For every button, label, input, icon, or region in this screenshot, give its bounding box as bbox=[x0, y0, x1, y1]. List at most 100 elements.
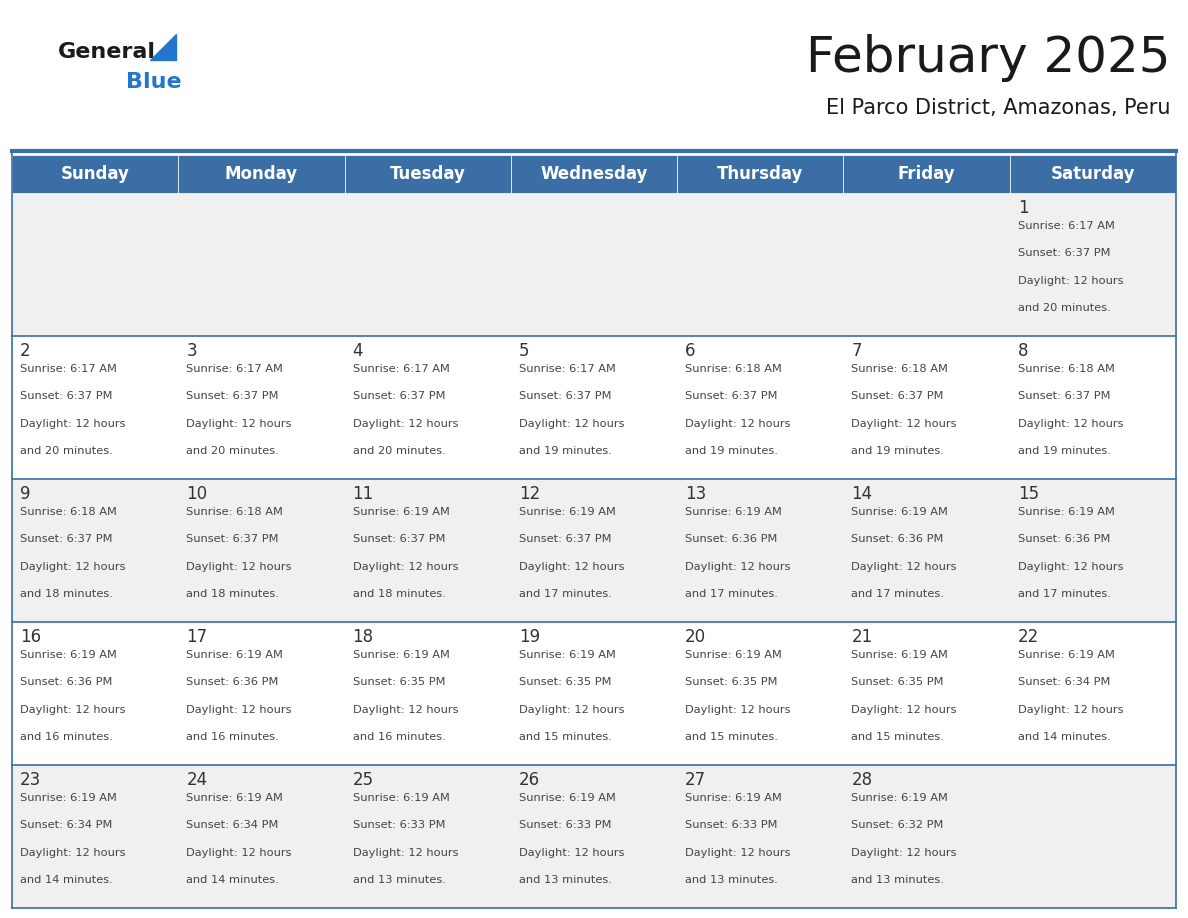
Text: and 16 minutes.: and 16 minutes. bbox=[353, 733, 446, 742]
Text: 12: 12 bbox=[519, 485, 541, 503]
Text: Blue: Blue bbox=[126, 72, 182, 92]
Bar bbox=[12, 479, 178, 622]
Bar bbox=[677, 765, 843, 908]
Text: Sunday: Sunday bbox=[61, 165, 129, 183]
Text: Daylight: 12 hours: Daylight: 12 hours bbox=[1018, 419, 1123, 429]
Text: Daylight: 12 hours: Daylight: 12 hours bbox=[519, 847, 625, 857]
Text: Sunrise: 6:18 AM: Sunrise: 6:18 AM bbox=[852, 364, 948, 374]
Text: Sunset: 6:36 PM: Sunset: 6:36 PM bbox=[1018, 534, 1110, 544]
Text: and 14 minutes.: and 14 minutes. bbox=[20, 875, 113, 885]
Text: Daylight: 12 hours: Daylight: 12 hours bbox=[1018, 562, 1123, 572]
Text: Sunset: 6:37 PM: Sunset: 6:37 PM bbox=[353, 391, 446, 401]
Bar bbox=[843, 193, 1010, 336]
Text: 22: 22 bbox=[1018, 628, 1040, 646]
Bar bbox=[677, 155, 843, 193]
Text: Daylight: 12 hours: Daylight: 12 hours bbox=[685, 705, 791, 715]
Text: and 14 minutes.: and 14 minutes. bbox=[187, 875, 279, 885]
Text: Sunrise: 6:17 AM: Sunrise: 6:17 AM bbox=[519, 364, 615, 374]
Text: and 20 minutes.: and 20 minutes. bbox=[1018, 303, 1111, 313]
Text: Daylight: 12 hours: Daylight: 12 hours bbox=[20, 419, 126, 429]
Text: and 15 minutes.: and 15 minutes. bbox=[519, 733, 612, 742]
Text: Daylight: 12 hours: Daylight: 12 hours bbox=[187, 562, 292, 572]
Text: Daylight: 12 hours: Daylight: 12 hours bbox=[519, 705, 625, 715]
Bar bbox=[1010, 479, 1176, 622]
Bar bbox=[345, 336, 511, 479]
Text: 6: 6 bbox=[685, 342, 696, 360]
Bar bbox=[843, 765, 1010, 908]
Text: Sunrise: 6:19 AM: Sunrise: 6:19 AM bbox=[852, 507, 948, 517]
Text: 10: 10 bbox=[187, 485, 208, 503]
Text: and 13 minutes.: and 13 minutes. bbox=[852, 875, 944, 885]
Text: El Parco District, Amazonas, Peru: El Parco District, Amazonas, Peru bbox=[827, 98, 1171, 118]
Text: 23: 23 bbox=[20, 771, 42, 789]
Bar bbox=[345, 765, 511, 908]
Text: Daylight: 12 hours: Daylight: 12 hours bbox=[353, 562, 459, 572]
Bar bbox=[511, 622, 677, 765]
Text: and 19 minutes.: and 19 minutes. bbox=[1018, 446, 1111, 456]
Text: Sunrise: 6:19 AM: Sunrise: 6:19 AM bbox=[20, 650, 116, 660]
Text: Friday: Friday bbox=[898, 165, 955, 183]
Text: Sunset: 6:34 PM: Sunset: 6:34 PM bbox=[20, 821, 113, 831]
Text: Sunrise: 6:19 AM: Sunrise: 6:19 AM bbox=[685, 793, 782, 803]
Text: Sunrise: 6:19 AM: Sunrise: 6:19 AM bbox=[852, 650, 948, 660]
Text: Daylight: 12 hours: Daylight: 12 hours bbox=[20, 562, 126, 572]
Text: Sunset: 6:37 PM: Sunset: 6:37 PM bbox=[20, 534, 113, 544]
Text: and 13 minutes.: and 13 minutes. bbox=[353, 875, 446, 885]
Text: Daylight: 12 hours: Daylight: 12 hours bbox=[519, 419, 625, 429]
Text: Daylight: 12 hours: Daylight: 12 hours bbox=[685, 419, 791, 429]
Text: and 15 minutes.: and 15 minutes. bbox=[685, 733, 778, 742]
Text: Sunrise: 6:19 AM: Sunrise: 6:19 AM bbox=[1018, 650, 1114, 660]
Text: Sunrise: 6:17 AM: Sunrise: 6:17 AM bbox=[20, 364, 116, 374]
Text: February 2025: February 2025 bbox=[807, 34, 1171, 82]
Text: 3: 3 bbox=[187, 342, 197, 360]
Bar bbox=[12, 336, 178, 479]
Bar bbox=[511, 155, 677, 193]
Text: Sunrise: 6:19 AM: Sunrise: 6:19 AM bbox=[353, 650, 449, 660]
Text: 13: 13 bbox=[685, 485, 707, 503]
Text: 15: 15 bbox=[1018, 485, 1038, 503]
Text: 20: 20 bbox=[685, 628, 707, 646]
Text: 28: 28 bbox=[852, 771, 872, 789]
Text: and 15 minutes.: and 15 minutes. bbox=[852, 733, 944, 742]
Text: Sunrise: 6:19 AM: Sunrise: 6:19 AM bbox=[20, 793, 116, 803]
Text: Sunrise: 6:19 AM: Sunrise: 6:19 AM bbox=[852, 793, 948, 803]
Text: Sunset: 6:36 PM: Sunset: 6:36 PM bbox=[852, 534, 943, 544]
Text: and 19 minutes.: and 19 minutes. bbox=[519, 446, 612, 456]
Text: 5: 5 bbox=[519, 342, 530, 360]
Bar bbox=[178, 336, 345, 479]
Bar bbox=[843, 622, 1010, 765]
Text: Sunset: 6:37 PM: Sunset: 6:37 PM bbox=[685, 391, 778, 401]
Bar bbox=[511, 765, 677, 908]
Bar bbox=[677, 622, 843, 765]
Bar bbox=[178, 479, 345, 622]
Bar bbox=[178, 155, 345, 193]
Bar bbox=[345, 479, 511, 622]
Bar bbox=[345, 193, 511, 336]
Text: Sunrise: 6:17 AM: Sunrise: 6:17 AM bbox=[1018, 221, 1114, 231]
Text: and 18 minutes.: and 18 minutes. bbox=[353, 589, 446, 599]
Bar bbox=[843, 336, 1010, 479]
Text: Sunset: 6:35 PM: Sunset: 6:35 PM bbox=[519, 677, 612, 688]
Text: Sunrise: 6:19 AM: Sunrise: 6:19 AM bbox=[353, 793, 449, 803]
Text: Daylight: 12 hours: Daylight: 12 hours bbox=[353, 847, 459, 857]
Text: Daylight: 12 hours: Daylight: 12 hours bbox=[685, 847, 791, 857]
Text: Sunset: 6:34 PM: Sunset: 6:34 PM bbox=[1018, 677, 1110, 688]
Text: Sunrise: 6:19 AM: Sunrise: 6:19 AM bbox=[1018, 507, 1114, 517]
Text: 11: 11 bbox=[353, 485, 374, 503]
Bar bbox=[178, 622, 345, 765]
Text: Daylight: 12 hours: Daylight: 12 hours bbox=[353, 705, 459, 715]
Text: and 17 minutes.: and 17 minutes. bbox=[685, 589, 778, 599]
Text: Sunset: 6:37 PM: Sunset: 6:37 PM bbox=[20, 391, 113, 401]
Text: Sunset: 6:37 PM: Sunset: 6:37 PM bbox=[1018, 249, 1111, 258]
Text: Sunset: 6:37 PM: Sunset: 6:37 PM bbox=[187, 534, 279, 544]
Text: 24: 24 bbox=[187, 771, 208, 789]
Text: 7: 7 bbox=[852, 342, 862, 360]
Text: Daylight: 12 hours: Daylight: 12 hours bbox=[20, 705, 126, 715]
Bar bbox=[677, 336, 843, 479]
Polygon shape bbox=[150, 34, 176, 60]
Text: Sunset: 6:33 PM: Sunset: 6:33 PM bbox=[519, 821, 612, 831]
Text: Saturday: Saturday bbox=[1050, 165, 1135, 183]
Text: 27: 27 bbox=[685, 771, 707, 789]
Text: Sunrise: 6:18 AM: Sunrise: 6:18 AM bbox=[20, 507, 116, 517]
Text: Sunset: 6:32 PM: Sunset: 6:32 PM bbox=[852, 821, 943, 831]
